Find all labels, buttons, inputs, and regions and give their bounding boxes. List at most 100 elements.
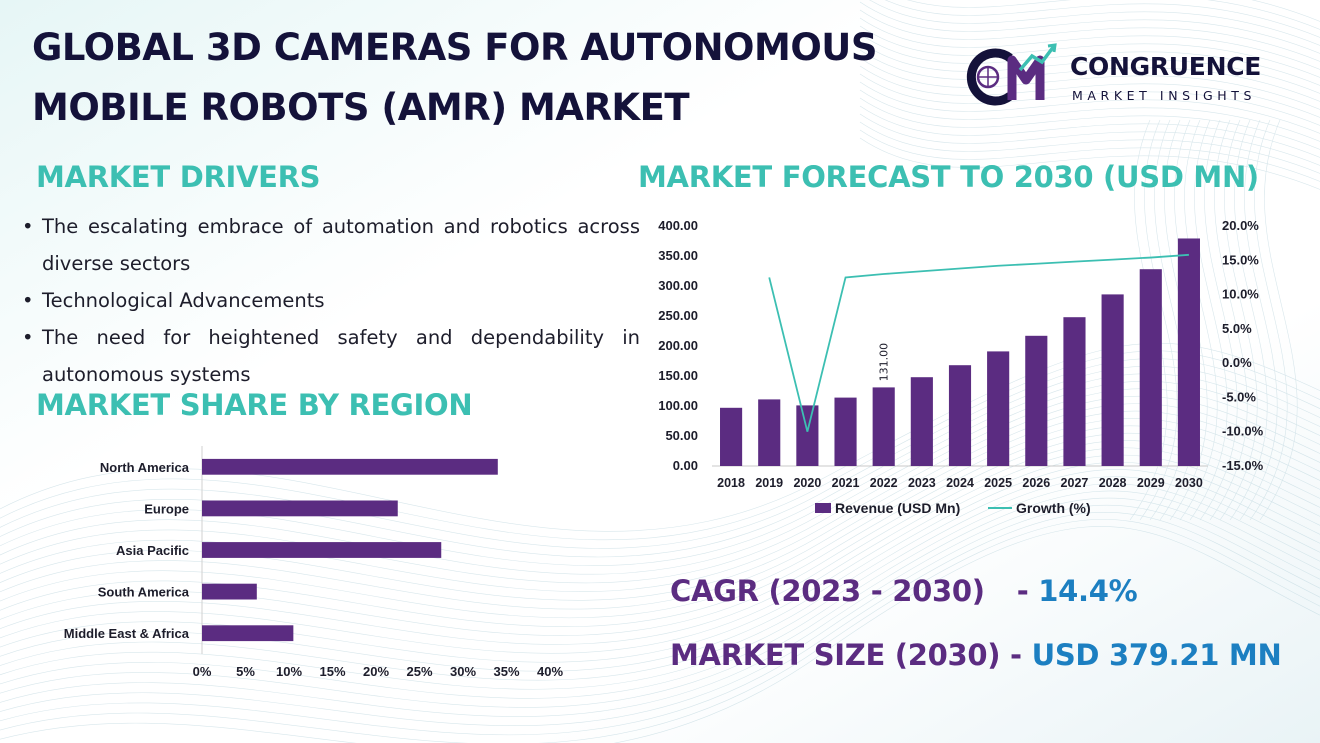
y-left-tick-label: 250.00 [658,308,698,323]
cagr-separator: - [1016,574,1029,608]
revenue-bar [758,399,781,466]
legend-revenue-swatch [815,503,831,513]
wave-line [0,526,1320,743]
wave-line [0,490,1320,708]
bar-data-label: 131.00 [878,343,891,382]
region-bar [202,583,257,600]
logo-tagline: MARKET INSIGHTS [1072,88,1257,103]
market-share-region-heading: MARKET SHARE BY REGION [36,388,473,422]
region-label: North America [100,460,190,475]
logo-name: CONGRUENCE [1070,52,1262,81]
y-left-tick-label: 50.00 [665,428,698,443]
x-tick-label: 2026 [1022,476,1050,490]
x-tick-label: 2020 [793,476,821,490]
y-left-tick-label: 200.00 [658,338,698,353]
wave-line [859,137,1320,190]
y-left-tick-label: 150.00 [658,368,698,383]
wave-line [1219,119,1258,521]
wave-line [0,440,1320,645]
wave-line [859,105,1320,158]
driver-item: The need for heightened safety and depen… [20,319,640,393]
legend-revenue-label: Revenue (USD Mn) [835,500,960,516]
wave-line [0,425,1320,627]
x-tick-label: 2028 [1099,476,1127,490]
wave-line [859,97,1320,150]
wave-line [0,454,1320,663]
region-label: Europe [144,501,189,516]
y-right-tick-label: 15.0% [1222,252,1259,267]
cagr-label: CAGR (2023 - 2030) [670,574,985,608]
wave-line [1229,119,1268,521]
x-tick-label: 30% [450,664,476,679]
y-left-tick-label: 300.00 [658,278,698,293]
revenue-bar [987,351,1010,466]
page-title: GLOBAL 3D CAMERAS FOR AUTONOMOUS MOBILE … [32,18,932,138]
revenue-bar [1139,269,1162,466]
region-label: Middle East & Africa [64,626,190,641]
wave-line [0,511,1320,736]
wave-line [0,380,1320,575]
wave-line [1189,119,1228,521]
y-right-tick-label: -10.0% [1222,424,1264,439]
legend-growth-label: Growth (%) [1016,500,1091,516]
revenue-bar [1025,335,1048,466]
x-tick-label: 0% [193,664,212,679]
region-bar [202,500,398,517]
wave-line [1250,0,1320,22]
wave-line [859,89,1320,142]
x-tick-label: 2024 [946,476,974,490]
wave-line [859,113,1320,166]
wave-line [0,388,1320,584]
wave-line [0,469,1320,681]
market-size-stat: MARKET SIZE (2030) - USD 379.21 MN [670,638,1282,672]
wave-line [859,121,1320,174]
cagr-value: 14.4% [1038,574,1138,608]
market-drivers-list: The escalating embrace of automation and… [20,208,640,393]
wave-line [1199,119,1238,521]
revenue-bar [948,365,972,466]
market-size-separator: - [1010,638,1022,672]
y-left-tick-label: 400.00 [658,218,698,233]
company-logo: CONGRUENCE MARKET INSIGHTS [962,40,1292,110]
wave-line [859,49,1320,102]
driver-item: Technological Advancements [20,282,640,319]
logo-mark-icon [966,43,1057,106]
revenue-bar [796,405,819,466]
wave-line [869,0,1320,46]
revenue-bar [1177,238,1200,466]
wave-line [859,65,1320,118]
wave-line [885,0,1320,38]
revenue-bar [910,377,933,466]
wave-line [859,41,1320,94]
x-tick-label: 2030 [1175,476,1203,490]
wave-line [859,129,1320,182]
x-tick-label: 2021 [832,476,860,490]
wave-line [859,57,1320,110]
wave-line [0,504,1320,726]
revenue-bar [720,407,743,466]
y-right-tick-label: -5.0% [1222,389,1256,404]
wave-line [0,519,1320,743]
revenue-bar [1063,317,1086,466]
revenue-bar [1101,294,1124,466]
y-right-tick-label: 10.0% [1222,287,1259,302]
wave-line [859,25,1320,78]
wave-line [0,476,1320,690]
wave-line [1249,119,1288,521]
x-tick-label: 20% [363,664,389,679]
y-left-tick-label: 0.00 [673,458,698,473]
y-right-tick-label: 0.0% [1222,355,1252,370]
x-tick-label: 40% [537,664,563,679]
market-share-region-chart: North America Europe Asia Pacific South Ame… [64,446,563,679]
driver-item: The escalating embrace of automation and… [20,208,640,282]
wave-line [859,9,1320,62]
x-tick-label: 10% [276,664,302,679]
x-tick-label: 2023 [908,476,936,490]
wave-line [1209,119,1248,521]
revenue-bar [834,397,857,466]
region-bar [202,625,294,642]
cagr-stat: CAGR (2023 - 2030) - 14.4% [670,574,1138,608]
page-title-line-1: GLOBAL 3D CAMERAS FOR AUTONOMOUS [32,26,877,69]
region-label: South America [98,585,190,600]
region-bar [202,458,498,475]
